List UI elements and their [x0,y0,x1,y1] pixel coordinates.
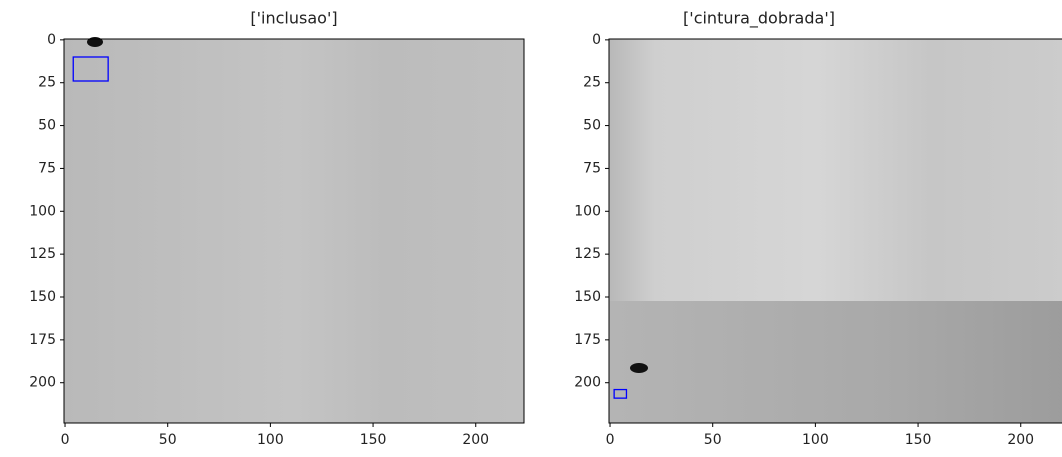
y-tick-label: 200 [574,375,601,391]
x-tick-label: 0 [606,432,615,448]
axes-frame [608,38,1062,424]
y-tick-label: 100 [29,203,56,219]
bounding-box [613,388,628,399]
chart-title: ['inclusao'] [250,9,337,28]
y-tick-label: 175 [574,332,601,348]
x-tick-label: 200 [1007,432,1034,448]
y-tick-label: 75 [38,160,56,176]
y-tick-label: 125 [574,246,601,262]
y-tick-label: 25 [583,75,601,91]
y-tick-label: 50 [583,118,601,134]
x-tick-label: 50 [704,432,722,448]
axes-frame [63,38,525,424]
x-tick-label: 0 [61,432,70,448]
y-tick-label: 0 [47,32,56,48]
x-tick-label: 200 [462,432,489,448]
x-tick-label: 150 [905,432,932,448]
y-tick-label: 150 [29,289,56,305]
bounding-box [72,56,109,82]
y-tick-label: 175 [29,332,56,348]
image [64,39,524,423]
y-tick-label: 200 [29,375,56,391]
defect-spot [630,363,648,373]
y-tick-label: 125 [29,246,56,262]
chart-title: ['cintura_dobrada'] [683,9,835,29]
y-tick-label: 25 [38,75,56,91]
image [609,301,1062,423]
x-tick-label: 100 [257,432,284,448]
y-tick-label: 100 [574,203,601,219]
x-tick-label: 150 [360,432,387,448]
x-tick-label: 50 [159,432,177,448]
x-tick-label: 100 [802,432,829,448]
y-tick-label: 150 [574,289,601,305]
y-tick-label: 50 [38,118,56,134]
y-tick-label: 0 [592,32,601,48]
y-tick-label: 75 [583,160,601,176]
image [609,39,1062,301]
